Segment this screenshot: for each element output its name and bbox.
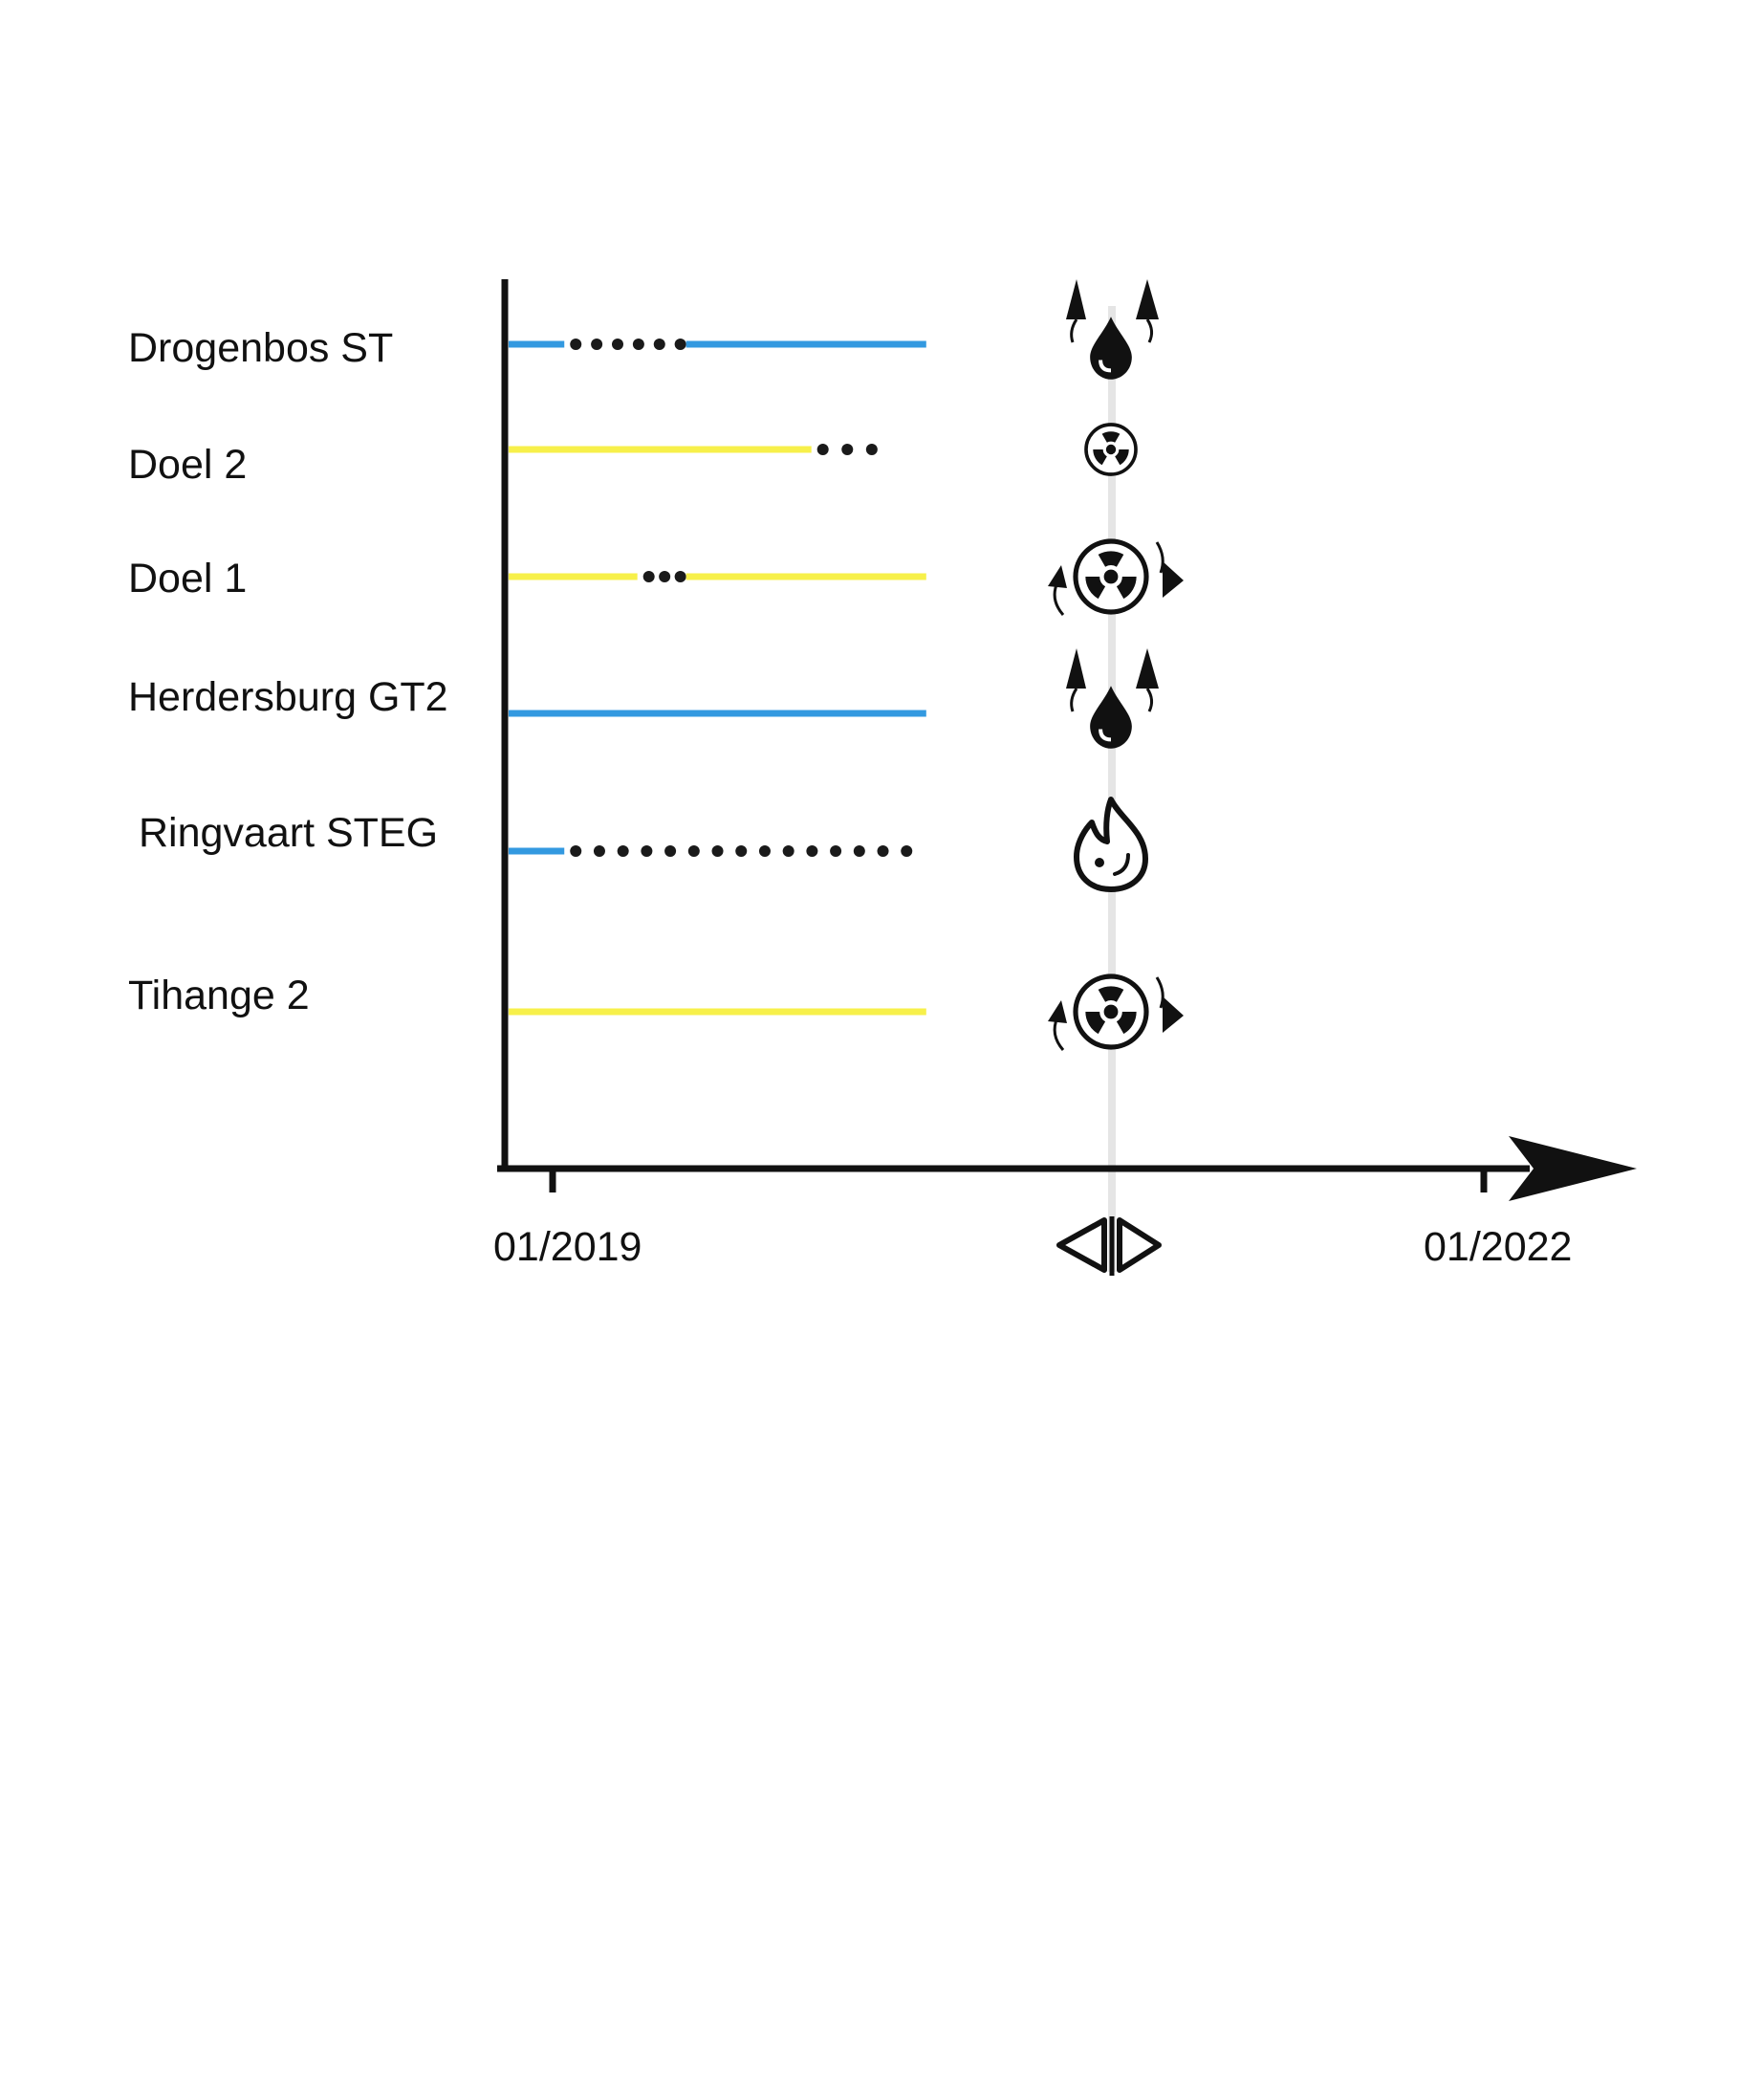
flame-curve [1113, 853, 1130, 876]
cycle-arrow-right [1163, 561, 1184, 598]
row-4-dot [830, 845, 842, 857]
series-layer [509, 339, 926, 1016]
row-2-dot [659, 571, 671, 582]
row-1-dot [841, 444, 854, 455]
x-axis-arrowhead-icon [1509, 1136, 1637, 1201]
flame-outline [1074, 797, 1148, 892]
row-4-dot [853, 845, 865, 857]
radiation-center [1103, 569, 1119, 584]
row-2-dot [674, 571, 686, 582]
oil-drop-highlight [1099, 729, 1112, 742]
flame-dot [1095, 858, 1104, 867]
row-4-dot [664, 845, 677, 857]
row-4-dot [711, 845, 724, 857]
row-4-dot [617, 845, 629, 857]
row-2-dot [642, 571, 655, 582]
row-4-dot [758, 845, 771, 857]
radiation-center [1105, 444, 1117, 455]
row-1-dot [816, 444, 829, 455]
row-label-doel-2: Doel 2 [128, 442, 248, 488]
radiation-blade [1101, 431, 1121, 443]
oil-drop-highlight [1099, 360, 1112, 373]
x-axis-end-label: 01/2022 [1424, 1224, 1573, 1270]
row-label-tihange-2: Tihange 2 [128, 973, 310, 1018]
radiation-blade [1098, 986, 1124, 1002]
row-4-dot [877, 845, 889, 857]
row-label-herdersburg: Herdersburg GT2 [128, 674, 448, 720]
radiation-blade [1116, 577, 1137, 600]
up-arrow-right-stem [1145, 318, 1154, 343]
radiation-icon [1084, 423, 1138, 476]
row-1-dot [865, 444, 878, 455]
up-arrow-right [1136, 279, 1159, 319]
radiation-blade [1085, 577, 1106, 600]
row-4-dot [782, 845, 794, 857]
row-0-dot [653, 339, 665, 350]
radiation-cycle-icon [1048, 973, 1184, 1051]
flame-icon [1074, 797, 1148, 892]
up-arrow-left [1066, 648, 1086, 689]
cycle-arrow-left [1048, 565, 1067, 588]
radiation-center [1103, 1004, 1119, 1019]
x-axis-start-label: 01/2019 [493, 1224, 642, 1270]
up-arrow-left-stem [1070, 318, 1078, 343]
row-4-dot [806, 845, 818, 857]
cycle-arrow-left [1048, 1000, 1067, 1023]
row-0-dot [632, 339, 644, 350]
row-0-dot [612, 339, 623, 350]
row-label-doel-1: Doel 1 [128, 556, 248, 602]
row-4-dot [735, 845, 748, 857]
row-4-dot [641, 845, 653, 857]
icon-layer [1048, 279, 1184, 1051]
radiation-blade [1085, 1012, 1106, 1035]
oil-drop-up-arrows-icon [1066, 648, 1159, 749]
row-label-ringvaart: Ringvaart STEG [139, 810, 439, 856]
cycle-arc-right [1155, 541, 1164, 574]
row-0-dot [674, 339, 686, 350]
radiation-blade [1116, 1012, 1137, 1035]
up-arrow-right [1136, 648, 1159, 689]
up-arrow-left [1066, 279, 1086, 319]
oil-drop-up-arrows-icon [1066, 279, 1159, 380]
row-4-dot [593, 845, 605, 857]
row-label-drogenbos: Drogenbos ST [128, 325, 394, 371]
radiation-blade [1093, 449, 1107, 466]
row-0-dot [570, 339, 582, 350]
radiation-blade [1098, 551, 1124, 567]
radiation-blade [1115, 449, 1129, 466]
row-0-dot [591, 339, 603, 350]
row-4-dot [687, 845, 700, 857]
cycle-arrow-right [1163, 996, 1184, 1033]
row-4-dot [570, 845, 582, 857]
up-arrow-left-stem [1070, 688, 1078, 712]
cycle-arc-right [1155, 976, 1164, 1009]
row-4-dot [901, 845, 913, 857]
radiation-cycle-icon [1048, 538, 1184, 616]
up-arrow-right-stem [1145, 688, 1154, 712]
current-date-handle-icon[interactable] [1056, 1216, 1162, 1276]
